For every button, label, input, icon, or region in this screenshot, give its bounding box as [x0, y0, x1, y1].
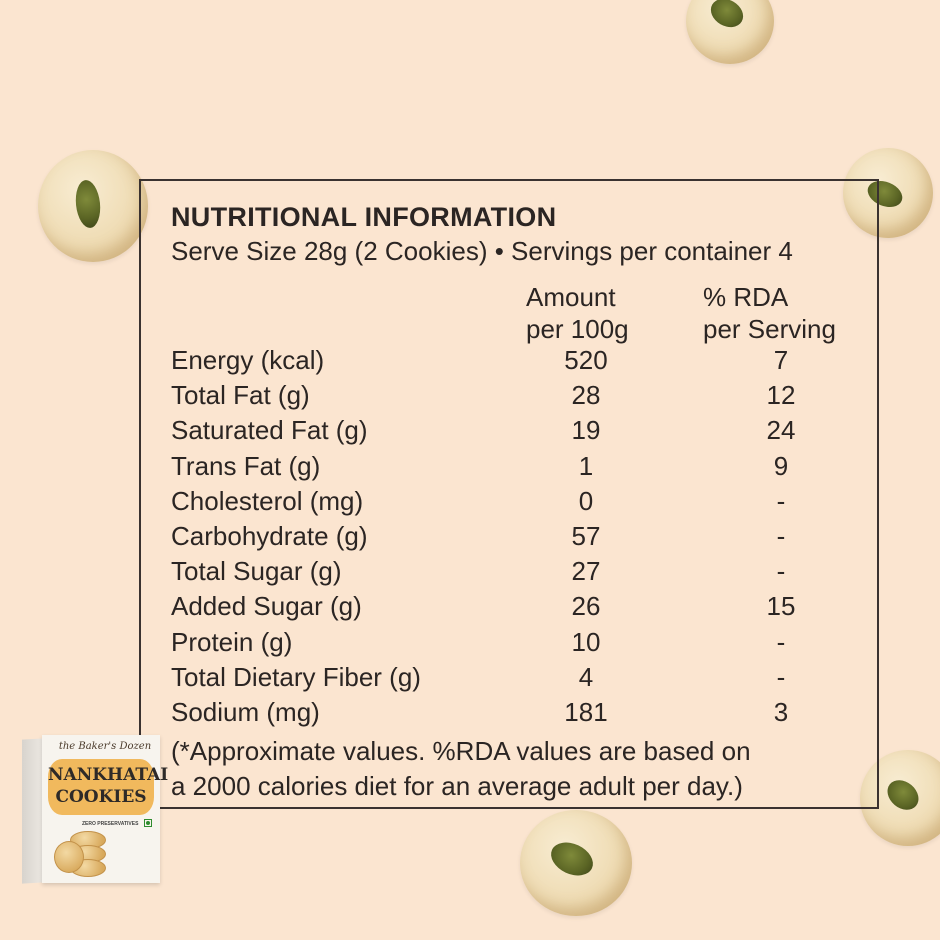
nutrient-amount: 4 [578, 661, 594, 692]
nutrient-table: Energy (kcal) 520 7 Total Fat (g) 28 12 Satu… [171, 343, 851, 730]
nutrient-rda: - [776, 661, 786, 692]
panel-title: NUTRITIONAL INFORMATION [171, 202, 557, 232]
product-box: the Baker's Dozen NANKHATAI COOKIES ZERO… [22, 735, 169, 884]
box-brand: the Baker's Dozen [58, 741, 152, 752]
nutrient-amount: 181 [564, 696, 608, 727]
footnote-line2: a 2000 calories diet for an average adul… [171, 771, 743, 801]
pistachio-icon [73, 178, 103, 230]
table-row: Saturated Fat (g) 19 24 [171, 413, 851, 448]
nutrient-name: Total Fat (g) [171, 380, 310, 411]
footnote: (*Approximate values. %RDA values are ba… [171, 734, 751, 804]
nutrient-name: Trans Fat (g) [171, 450, 321, 481]
nutrient-amount: 0 [578, 485, 594, 516]
nutrient-rda: 7 [773, 345, 789, 375]
column-header-amount-line2: per 100g [526, 314, 629, 344]
cookie-left [38, 150, 148, 262]
nutrient-amount: 520 [564, 345, 608, 375]
table-row: Total Sugar (g) 27 - [171, 554, 851, 589]
table-row: Total Fat (g) 28 12 [171, 378, 851, 413]
column-header-amount-line1: Amount [526, 282, 616, 312]
footnote-line1: (*Approximate values. %RDA values are ba… [171, 736, 751, 766]
cookie-bottom [520, 810, 632, 916]
nutrient-rda: 24 [766, 415, 796, 446]
pistachio-icon [545, 836, 599, 882]
nutrient-amount: 26 [571, 591, 601, 622]
nutrient-rda: 15 [766, 591, 796, 622]
nutrient-rda: - [776, 626, 786, 657]
nutrient-amount: 19 [571, 415, 601, 446]
table-row: Trans Fat (g) 1 9 [171, 449, 851, 484]
table-row: Added Sugar (g) 26 15 [171, 589, 851, 624]
nutrient-rda: 12 [766, 380, 796, 411]
nutrient-name: Saturated Fat (g) [171, 415, 368, 446]
nutrient-name: Added Sugar (g) [171, 591, 362, 622]
pistachio-icon [881, 774, 925, 816]
column-header-rda: % RDA per Serving [703, 281, 836, 345]
nutrient-rda: 3 [773, 696, 789, 727]
nutrient-name: Total Dietary Fiber (g) [171, 661, 421, 692]
column-header-rda-line1: % RDA [703, 282, 789, 312]
nutrient-amount: 57 [571, 520, 601, 551]
nutrient-rda: 9 [773, 450, 789, 481]
veg-mark-icon [144, 819, 152, 827]
cookie-bottom-right [860, 750, 940, 846]
nutrient-amount: 1 [578, 450, 594, 481]
nutrient-name: Energy (kcal) [171, 345, 325, 375]
nutrient-amount: 28 [571, 380, 601, 411]
table-row: Carbohydrate (g) 57 - [171, 519, 851, 554]
table-row: Protein (g) 10 - [171, 625, 851, 660]
nutrient-name: Protein (g) [171, 626, 293, 657]
column-header-rda-line2: per Serving [703, 314, 836, 344]
box-side [22, 738, 44, 884]
nutrition-panel [139, 179, 879, 809]
cookie-top [686, 0, 774, 64]
serve-size-line: Serve Size 28g (2 Cookies) • Servings pe… [171, 236, 793, 266]
nutrient-name: Carbohydrate (g) [171, 520, 368, 551]
nutrient-rda: - [776, 556, 786, 587]
table-row: Total Dietary Fiber (g) 4 - [171, 660, 851, 695]
cookie-right [843, 148, 933, 238]
box-label: NANKHATAI COOKIES [48, 759, 169, 815]
box-name-line2: COOKIES [55, 787, 147, 807]
pistachio-icon [705, 0, 749, 33]
nutrient-amount: 10 [571, 626, 601, 657]
table-row: Cholesterol (mg) 0 - [171, 484, 851, 519]
table-row: Sodium (mg) 181 3 [171, 695, 851, 730]
table-row: Energy (kcal) 520 7 [171, 343, 851, 378]
nutrient-rda: - [776, 520, 786, 551]
column-header-amount: Amount per 100g [526, 281, 629, 345]
nutrient-name: Total Sugar (g) [171, 556, 342, 587]
nutrient-rda: - [776, 485, 786, 516]
nutrient-name: Sodium (mg) [171, 696, 320, 727]
nutrient-name: Cholesterol (mg) [171, 485, 364, 516]
nutrient-amount: 27 [571, 556, 601, 587]
box-tagline: ZERO PRESERVATIVES [82, 821, 139, 827]
box-name-line1: NANKHATAI [48, 765, 169, 785]
mini-cookie-icon [54, 841, 84, 873]
